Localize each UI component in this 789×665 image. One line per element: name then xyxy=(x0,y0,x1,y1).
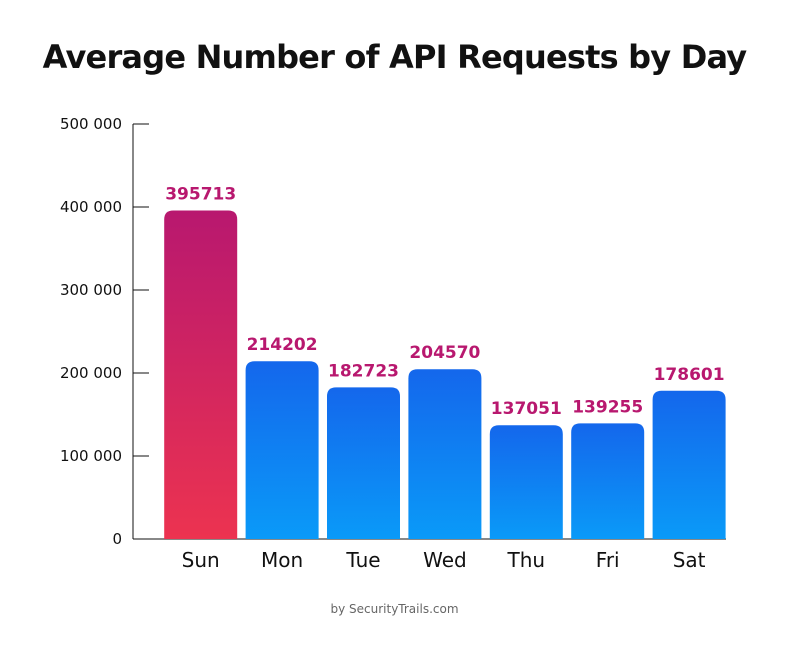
y-tick-label: 400 000 xyxy=(60,198,122,216)
y-tick-label: 500 000 xyxy=(60,115,122,133)
chart-title: Average Number of API Requests by Day xyxy=(42,38,747,76)
bar-fri xyxy=(571,423,645,539)
bar-thu xyxy=(489,425,563,539)
x-tick-label-fri: Fri xyxy=(596,548,620,572)
bar-sat xyxy=(652,390,726,539)
data-label-wed: 204570 xyxy=(409,343,480,363)
y-tick-label: 200 000 xyxy=(60,364,122,382)
data-label-thu: 137051 xyxy=(491,399,562,419)
y-tick-label: 0 xyxy=(112,530,122,548)
y-tick-label: 100 000 xyxy=(60,447,122,465)
y-tick-label: 300 000 xyxy=(60,281,122,299)
data-label-tue: 182723 xyxy=(328,361,399,381)
data-label-fri: 139255 xyxy=(572,397,643,417)
data-label-sat: 178601 xyxy=(654,365,725,385)
bar-tue xyxy=(327,387,400,539)
x-tick-label-tue: Tue xyxy=(345,548,380,572)
x-tick-label-sat: Sat xyxy=(673,548,706,572)
data-label-mon: 214202 xyxy=(247,335,318,355)
x-tick-label-thu: Thu xyxy=(507,548,546,572)
bar-sun xyxy=(164,210,238,539)
bars xyxy=(164,210,726,539)
bar-wed xyxy=(408,369,482,539)
bar-chart: 0 100 000 200 000 300 000 400 000 500 000 395… xyxy=(60,115,726,572)
x-tick-label-wed: Wed xyxy=(423,548,467,572)
data-label-sun: 395713 xyxy=(165,185,236,205)
labels: 395713 Sun 214202 Mon 182723 Tue 204570 Wed 1370… xyxy=(165,185,724,572)
x-tick-label-mon: Mon xyxy=(261,548,303,572)
bar-mon xyxy=(245,361,319,539)
x-tick-label-sun: Sun xyxy=(182,548,220,572)
source-credit: by SecurityTrails.com xyxy=(330,602,459,616)
